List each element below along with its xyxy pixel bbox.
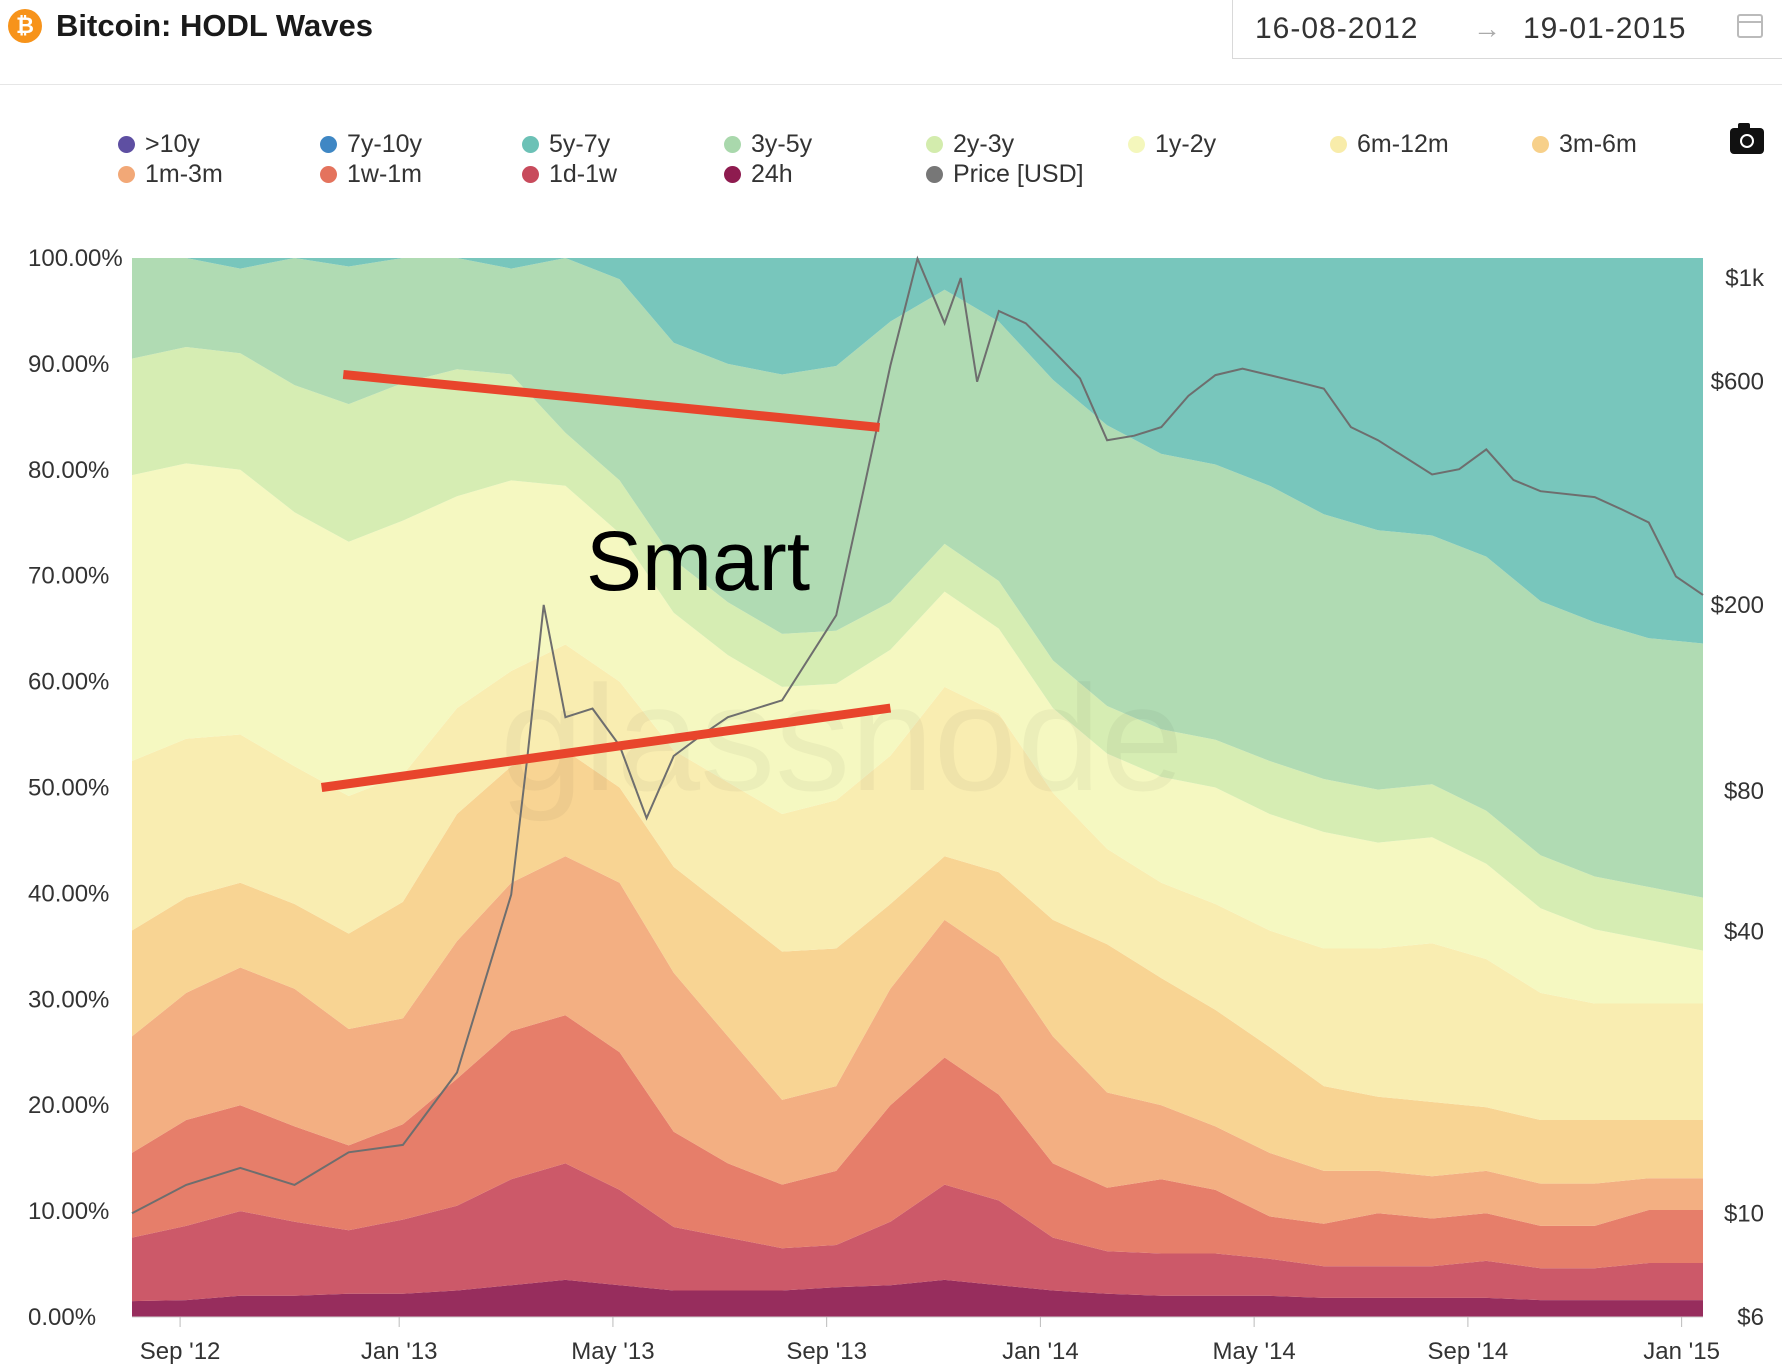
legend-label: 1y-2y bbox=[1155, 130, 1217, 158]
y-left-tick-label: 40.00% bbox=[28, 880, 109, 907]
x-tick-label: Jan '13 bbox=[361, 1338, 438, 1365]
legend-dot-icon bbox=[926, 136, 943, 153]
y-right-tick-label: $1k bbox=[1725, 265, 1765, 292]
smart-annotation-label: Smart bbox=[586, 514, 810, 608]
area-1w-1m bbox=[132, 1015, 1703, 1269]
area-5y-7y bbox=[132, 258, 1703, 644]
legend-label: Price [USD] bbox=[953, 160, 1084, 188]
legend-item[interactable]: 6m-12m bbox=[1330, 130, 1449, 159]
legend-dot-icon bbox=[926, 166, 943, 183]
legend-label: 5y-7y bbox=[549, 130, 611, 158]
legend-dot-icon bbox=[724, 166, 741, 183]
date-range-picker[interactable]: 16-08-2012 → 19-01-2015 bbox=[1232, 0, 1782, 59]
y-right-tick-label: $40 bbox=[1724, 919, 1764, 946]
x-tick-label: Jan '14 bbox=[1002, 1338, 1079, 1365]
y-left-tick-label: 90.00% bbox=[28, 351, 109, 378]
legend-item[interactable]: 3y-5y bbox=[724, 130, 812, 159]
y-right-tick-label: $6 bbox=[1737, 1304, 1764, 1331]
camera-icon[interactable] bbox=[1730, 123, 1764, 154]
legend-label: 3y-5y bbox=[751, 130, 813, 158]
chart-title-group: ₿ Bitcoin: HODL Waves bbox=[8, 8, 373, 44]
price-line bbox=[131, 255, 1704, 1215]
legend-item[interactable]: 2y-3y bbox=[926, 130, 1014, 159]
legend-label: >10y bbox=[145, 130, 200, 158]
legend-dot-icon bbox=[1532, 136, 1549, 153]
area-24h bbox=[132, 1279, 1703, 1317]
x-tick-label: Sep '14 bbox=[1428, 1338, 1509, 1365]
watermark-text: glassnode bbox=[500, 654, 1184, 822]
y-left-tick-label: 80.00% bbox=[28, 457, 109, 484]
y-left-tick-label: 30.00% bbox=[28, 986, 109, 1013]
area-1d-1w bbox=[132, 1163, 1703, 1302]
y-right-tick-label: $200 bbox=[1711, 592, 1764, 619]
bitcoin-icon: ₿ bbox=[8, 9, 42, 43]
x-tick-label: May '14 bbox=[1212, 1338, 1295, 1365]
y-right-tick-label: $600 bbox=[1711, 369, 1764, 396]
arrow-right-icon: → bbox=[1473, 13, 1501, 44]
legend-label: 2y-3y bbox=[953, 130, 1015, 158]
legend-label: 1w-1m bbox=[347, 160, 423, 188]
legend-dot-icon bbox=[522, 166, 539, 183]
legend-item[interactable]: 1w-1m bbox=[320, 160, 422, 189]
annotation-red-line bbox=[320, 703, 892, 792]
legend-item[interactable]: 1m-3m bbox=[118, 160, 223, 189]
legend-item[interactable]: >10y bbox=[118, 130, 200, 159]
x-tick-label: May '13 bbox=[571, 1338, 654, 1365]
area-3y-5y bbox=[132, 258, 1703, 898]
legend-dot-icon bbox=[522, 136, 539, 153]
calendar-icon[interactable] bbox=[1737, 14, 1763, 38]
legend-item[interactable]: 24h bbox=[724, 160, 793, 189]
header-bar: ₿ Bitcoin: HODL Waves 16-08-2012 → 19-01… bbox=[0, 0, 1782, 85]
chart-legend: >10y 7y-10y 5y-7y 3y-5y 2y-3y 1y-2y 6m-12m 3m-6… bbox=[118, 130, 1658, 194]
y-left-tick-label: 70.00% bbox=[28, 563, 109, 590]
y-left-tick-label: 0.00% bbox=[28, 1304, 96, 1331]
y-right-tick-label: $10 bbox=[1724, 1200, 1764, 1227]
date-from-input[interactable]: 16-08-2012 bbox=[1255, 12, 1419, 45]
legend-label: 1d-1w bbox=[549, 160, 618, 188]
y-right-tick-label: $80 bbox=[1724, 778, 1764, 805]
legend-dot-icon bbox=[1330, 136, 1347, 153]
legend-label: 1m-3m bbox=[145, 160, 223, 188]
area-6m-12m bbox=[132, 644, 1703, 1120]
y-left-tick-label: 50.00% bbox=[28, 775, 109, 802]
legend-label: 6m-12m bbox=[1357, 130, 1449, 158]
area-1y-2y bbox=[132, 463, 1703, 1004]
area-1m-3m bbox=[132, 856, 1703, 1226]
x-tick-label: Sep '12 bbox=[140, 1338, 221, 1365]
legend-label: 7y-10y bbox=[347, 130, 423, 158]
legend-dot-icon bbox=[320, 166, 337, 183]
area-2y-3y bbox=[132, 347, 1703, 951]
annotation-red-line bbox=[342, 370, 881, 432]
y-left-tick-label: 100.00% bbox=[28, 245, 123, 272]
y-left-tick-label: 10.00% bbox=[28, 1198, 109, 1225]
legend-item[interactable]: 5y-7y bbox=[522, 130, 610, 159]
y-left-tick-label: 60.00% bbox=[28, 669, 109, 696]
legend-label: 24h bbox=[751, 160, 793, 188]
date-to-input[interactable]: 19-01-2015 bbox=[1523, 12, 1687, 45]
x-tick-label: Sep '13 bbox=[786, 1338, 867, 1365]
y-left-tick-label: 20.00% bbox=[28, 1092, 109, 1119]
legend-item[interactable]: Price [USD] bbox=[926, 160, 1084, 189]
legend-item[interactable]: 1y-2y bbox=[1128, 130, 1216, 159]
legend-dot-icon bbox=[118, 136, 135, 153]
legend-dot-icon bbox=[1128, 136, 1145, 153]
legend-dot-icon bbox=[724, 136, 741, 153]
legend-dot-icon bbox=[320, 136, 337, 153]
legend-label: 3m-6m bbox=[1559, 130, 1637, 158]
chart-title: Bitcoin: HODL Waves bbox=[56, 8, 373, 43]
x-tick-label: Jan '15 bbox=[1643, 1338, 1720, 1365]
legend-dot-icon bbox=[118, 166, 135, 183]
legend-item[interactable]: 3m-6m bbox=[1532, 130, 1637, 159]
area-3m-6m bbox=[132, 750, 1703, 1184]
legend-item[interactable]: 7y-10y bbox=[320, 130, 422, 159]
legend-item[interactable]: 1d-1w bbox=[522, 160, 617, 189]
